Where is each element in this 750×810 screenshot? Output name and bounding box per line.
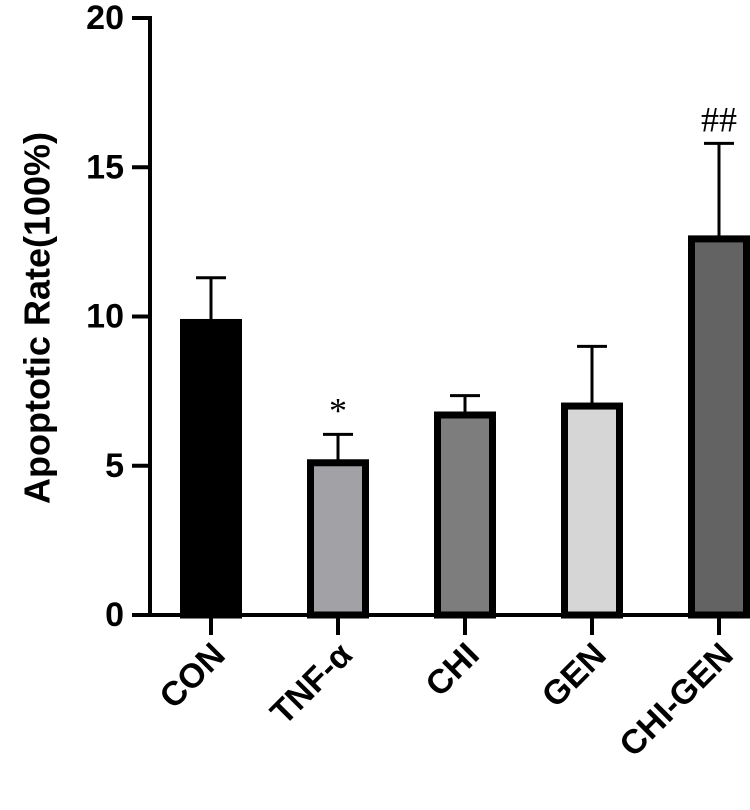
bar-0 — [180, 318, 242, 619]
significance-label-1: * — [329, 390, 347, 430]
y-tick-label-4: 20 — [86, 0, 124, 37]
y-tick-label-1: 5 — [105, 447, 124, 485]
bar-3 — [561, 402, 623, 619]
x-tick-label-1: TNF-α — [263, 636, 359, 732]
y-tick-label-3: 15 — [86, 148, 124, 186]
bar-1 — [307, 459, 369, 619]
x-tick-label-2: CHI — [418, 636, 486, 704]
y-tick-label-2: 10 — [86, 298, 124, 336]
y-axis-title: Apoptotic Rate(100%) — [17, 132, 58, 504]
bar-4 — [688, 235, 750, 619]
y-tick-label-0: 0 — [105, 596, 124, 634]
x-tick-label-0: CON — [152, 636, 232, 716]
bar-2 — [434, 411, 496, 619]
x-tick-label-4: CHI-GEN — [612, 636, 740, 764]
x-tick-label-3: GEN — [535, 636, 614, 715]
significance-label-4: ## — [701, 99, 737, 139]
